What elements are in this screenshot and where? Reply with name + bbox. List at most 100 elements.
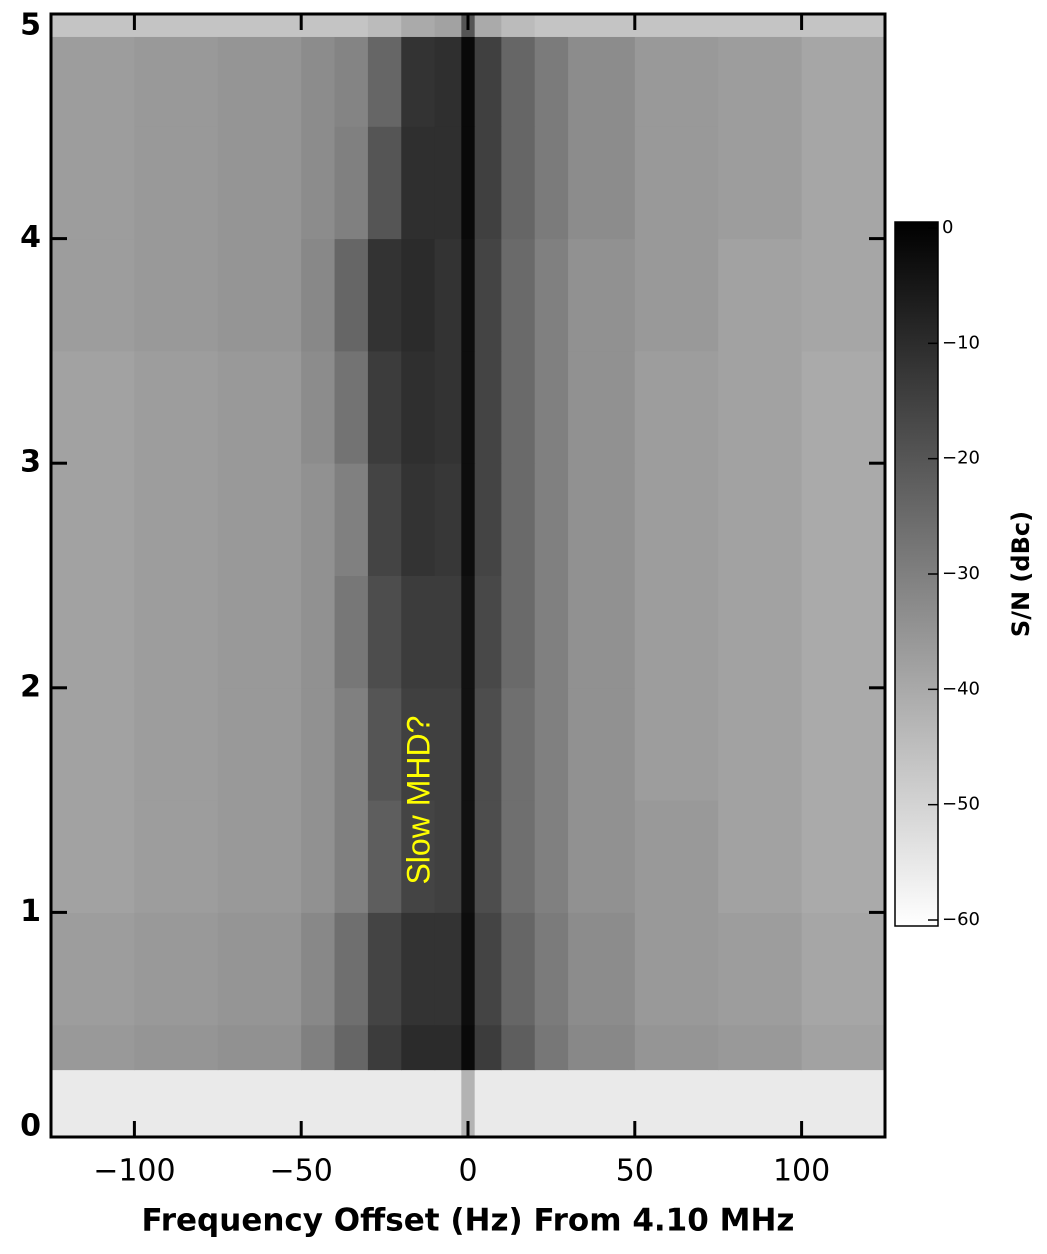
heatmap-cell <box>51 14 135 37</box>
heatmap-cell <box>474 36 502 127</box>
x-axis-label: Frequency Offset (Hz) From 4.10 MHz <box>142 1203 795 1239</box>
heatmap-cell <box>568 36 636 127</box>
heatmap-cell <box>501 14 536 37</box>
heatmap-cell <box>534 126 569 240</box>
heatmap-cell <box>474 1069 502 1138</box>
y-tick-label: 0 <box>20 1109 41 1144</box>
heatmap-cell <box>634 350 719 464</box>
heatmap-cell <box>461 687 476 801</box>
y-tick-label: 5 <box>20 8 41 43</box>
heatmap-cell <box>334 912 369 1026</box>
heatmap-cell <box>217 800 302 913</box>
heatmap-cell <box>334 800 369 913</box>
heatmap-cell <box>461 463 476 576</box>
heatmap-cell <box>801 575 886 689</box>
x-tick-label: −100 <box>93 1154 175 1189</box>
heatmap-cell <box>367 126 402 240</box>
heatmap-cell <box>367 575 402 689</box>
heatmap-cell <box>718 350 803 464</box>
heatmap-cell <box>334 575 369 689</box>
x-tick-label: 50 <box>616 1154 654 1189</box>
heatmap-cell <box>801 463 886 576</box>
heatmap-cell <box>801 1024 886 1071</box>
heatmap-cell <box>217 14 302 37</box>
heatmap-cell <box>534 800 569 913</box>
heatmap-cell <box>134 238 219 352</box>
heatmap-cell <box>801 36 886 127</box>
heatmap-cell <box>534 1024 569 1071</box>
colorbar-tick-label: −20 <box>942 448 980 469</box>
heatmap-cell <box>217 463 302 576</box>
heatmap-cell <box>718 1069 803 1138</box>
heatmap-cell <box>461 126 476 240</box>
heatmap-cell <box>501 575 536 689</box>
heatmap-cell <box>434 14 462 37</box>
heatmap-cell <box>367 463 402 576</box>
y-tick-label: 1 <box>20 894 41 929</box>
heatmap-cell <box>401 238 436 352</box>
colorbar-tick-label: −60 <box>942 909 980 930</box>
heatmap-cell <box>501 36 536 127</box>
heatmap-cell <box>534 238 569 352</box>
heatmap-cell <box>568 687 636 801</box>
heatmap-cell <box>434 800 462 913</box>
heatmap-cell <box>634 36 719 127</box>
heatmap-cell <box>134 14 219 37</box>
heatmap-cell <box>134 912 219 1026</box>
heatmap-cell <box>634 800 719 913</box>
heatmap-cell <box>51 575 135 689</box>
heatmap-cell <box>401 350 436 464</box>
heatmap-cell <box>301 14 336 37</box>
heatmap-cell <box>568 350 636 464</box>
heatmap-cell <box>568 1069 636 1138</box>
heatmap-cell <box>801 238 886 352</box>
heatmap-cell <box>801 14 886 37</box>
heatmap-cell <box>51 350 135 464</box>
heatmap-cell <box>474 687 502 801</box>
heatmap-cell <box>367 238 402 352</box>
heatmap-cell <box>501 350 536 464</box>
heatmap-cell <box>334 687 369 801</box>
heatmap-cell <box>474 126 502 240</box>
heatmap-cell <box>434 912 462 1026</box>
heatmap-cell <box>301 463 336 576</box>
x-tick-label: 0 <box>458 1154 477 1189</box>
heatmap-cell <box>301 687 336 801</box>
heatmap-cell <box>501 1069 536 1138</box>
heatmap-cell <box>434 463 462 576</box>
heatmap-cell <box>501 687 536 801</box>
heatmap-cell <box>568 14 636 37</box>
heatmap-cell <box>134 463 219 576</box>
heatmap-cell <box>801 687 886 801</box>
x-tick-label: 100 <box>773 1154 830 1189</box>
heatmap-cell <box>474 238 502 352</box>
heatmap-cell <box>334 1069 369 1138</box>
heatmap-cell <box>51 687 135 801</box>
heatmap-cell <box>501 126 536 240</box>
heatmap-cell <box>461 912 476 1026</box>
heatmap-cell <box>534 350 569 464</box>
heatmap-cell <box>134 350 219 464</box>
heatmap-cell <box>51 238 135 352</box>
heatmap-cell <box>634 14 719 37</box>
heatmap-cell <box>401 126 436 240</box>
heatmap-cell <box>718 238 803 352</box>
heatmap-cell <box>474 14 502 37</box>
heatmap-cell <box>401 36 436 127</box>
heatmap-cell <box>134 36 219 127</box>
heatmap-cell <box>301 800 336 913</box>
heatmap-cell <box>401 463 436 576</box>
heatmap-cell <box>334 238 369 352</box>
heatmap-cell <box>217 238 302 352</box>
heatmap-cell <box>434 687 462 801</box>
heatmap-cell <box>434 36 462 127</box>
heatmap-cell <box>534 463 569 576</box>
heatmap-cell <box>401 575 436 689</box>
heatmap-cell <box>301 126 336 240</box>
heatmap-cell <box>367 1069 402 1138</box>
heatmap-cell <box>718 463 803 576</box>
heatmap-cell <box>51 126 135 240</box>
heatmap-cell <box>718 687 803 801</box>
y-tick-label: 2 <box>20 669 41 704</box>
heatmap-cell <box>801 126 886 240</box>
